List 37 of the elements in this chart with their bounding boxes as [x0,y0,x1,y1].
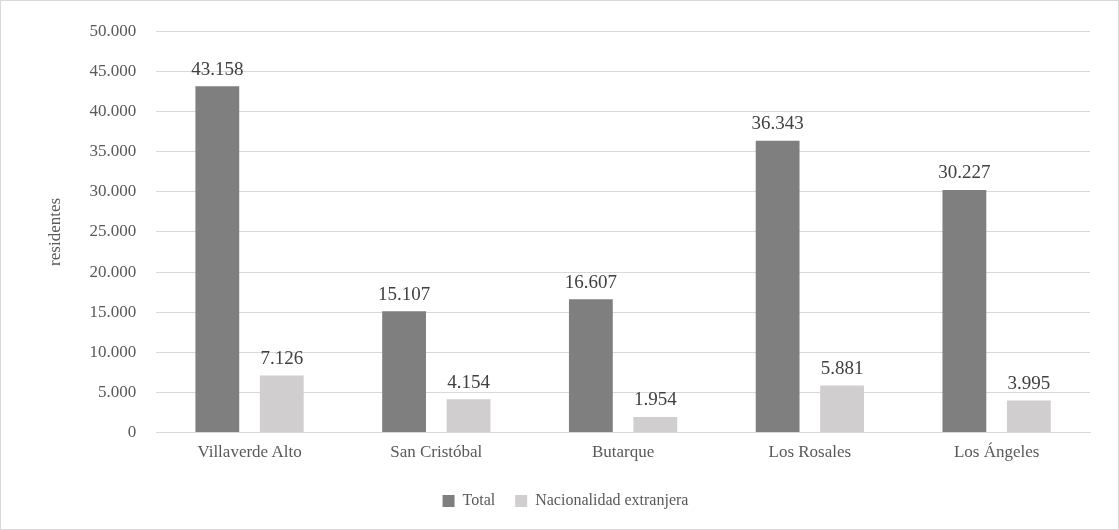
y-axis-title: residentes [44,197,64,266]
bar [1006,400,1051,433]
bar [446,399,491,433]
bar [633,416,678,433]
data-label: 15.107 [377,282,431,304]
data-label: 5.881 [820,356,864,378]
x-tick-label: Los Ángeles [953,442,1040,462]
y-tick-label: 40.000 [89,100,137,120]
y-tick-label: 5.000 [97,381,137,401]
y-tick-label: 45.000 [89,60,137,80]
y-tick-label: 30.000 [89,181,137,201]
data-label: 3.995 [1007,372,1051,394]
bar [382,311,426,433]
y-tick-label: 25.000 [89,221,137,241]
bar [755,140,800,433]
data-label: 36.343 [751,112,804,134]
legend-label: Nacionalidad extranjera [535,491,689,510]
y-tick-label: 50.000 [89,20,137,40]
bar [195,86,240,433]
data-label: 16.607 [564,270,617,292]
y-tick-label: 0 [127,422,137,442]
data-label: 1.954 [633,388,678,410]
x-tick-label: Los Rosales [768,442,852,462]
legend-label: Total [462,491,496,509]
x-tick-label: Butarque [591,442,655,462]
y-tick-label: 20.000 [89,261,137,281]
data-label: 30.227 [938,161,991,183]
data-label: 4.154 [447,370,491,392]
y-tick-label: 15.000 [89,301,137,321]
y-tick-label: 35.000 [89,141,137,161]
x-tick-label: San Cristóbal [390,442,483,462]
x-tick-label: Villaverde Alto [197,442,302,462]
bar [942,189,987,433]
data-label: 43.158 [191,57,244,79]
y-tick-label: 10.000 [89,341,137,361]
data-label: 7.126 [260,346,304,368]
bar [568,299,613,433]
